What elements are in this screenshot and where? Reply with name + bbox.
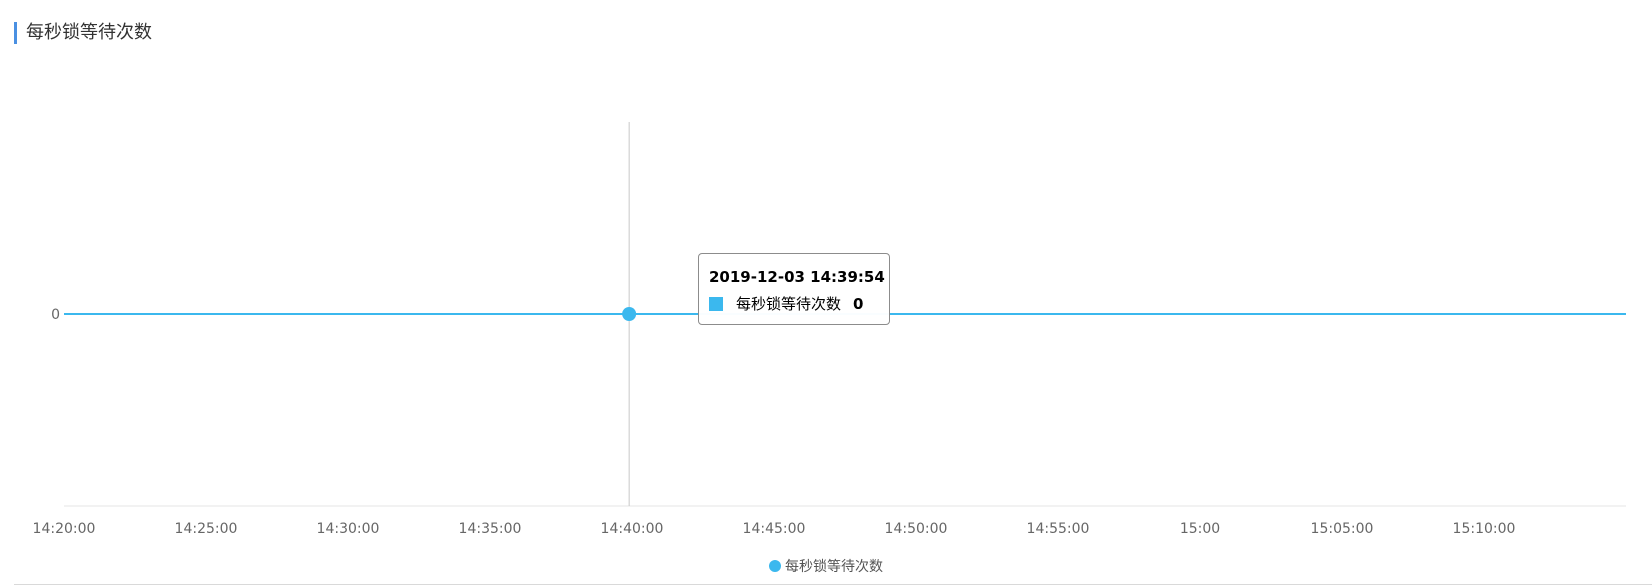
x-tick-label: 14:35:00 bbox=[459, 521, 522, 537]
tooltip-series-value: 0 bbox=[853, 295, 864, 313]
x-tick-label: 14:45:00 bbox=[743, 521, 806, 537]
x-tick-label: 14:50:00 bbox=[885, 521, 948, 537]
tooltip-time: 2019-12-03 14:39:54 bbox=[709, 268, 885, 286]
x-tick-label: 14:25:00 bbox=[175, 521, 238, 537]
highlighted-data-point[interactable] bbox=[622, 307, 637, 321]
legend-label: 每秒锁等待次数 bbox=[785, 559, 883, 575]
x-tick-label: 15:05:00 bbox=[1311, 521, 1374, 537]
x-tick-label: 14:20:00 bbox=[33, 521, 96, 537]
legend-item[interactable]: 每秒锁等待次数 bbox=[769, 556, 883, 576]
y-tick-label: 0 bbox=[51, 307, 60, 323]
x-tick-label: 15:00 bbox=[1180, 521, 1220, 537]
tooltip-series-row: 每秒锁等待次数 0 bbox=[709, 295, 879, 313]
legend-dot-icon bbox=[769, 560, 781, 572]
x-tick-labels: 14:20:00 14:25:00 14:30:00 14:35:00 14:40:00… bbox=[33, 521, 1516, 537]
chart-points[interactable] bbox=[622, 307, 637, 321]
panel-title: 每秒锁等待次数 bbox=[14, 22, 152, 44]
tooltip-series-name: 每秒锁等待次数 bbox=[736, 295, 842, 313]
chart-legend: 每秒锁等待次数 bbox=[0, 556, 1652, 576]
chart-tooltip: 2019-12-03 14:39:54 每秒锁等待次数 0 bbox=[698, 253, 890, 325]
panel-title-text: 每秒锁等待次数 bbox=[26, 22, 152, 43]
x-tick-label: 14:40:00 bbox=[601, 521, 664, 537]
x-tick-label: 14:30:00 bbox=[317, 521, 380, 537]
x-tick-label: 15:10:00 bbox=[1453, 521, 1516, 537]
tooltip-series-swatch bbox=[709, 297, 723, 311]
panel-divider bbox=[14, 584, 1652, 585]
y-tick-labels: 0 bbox=[51, 307, 60, 323]
x-tick-label: 14:55:00 bbox=[1027, 521, 1090, 537]
